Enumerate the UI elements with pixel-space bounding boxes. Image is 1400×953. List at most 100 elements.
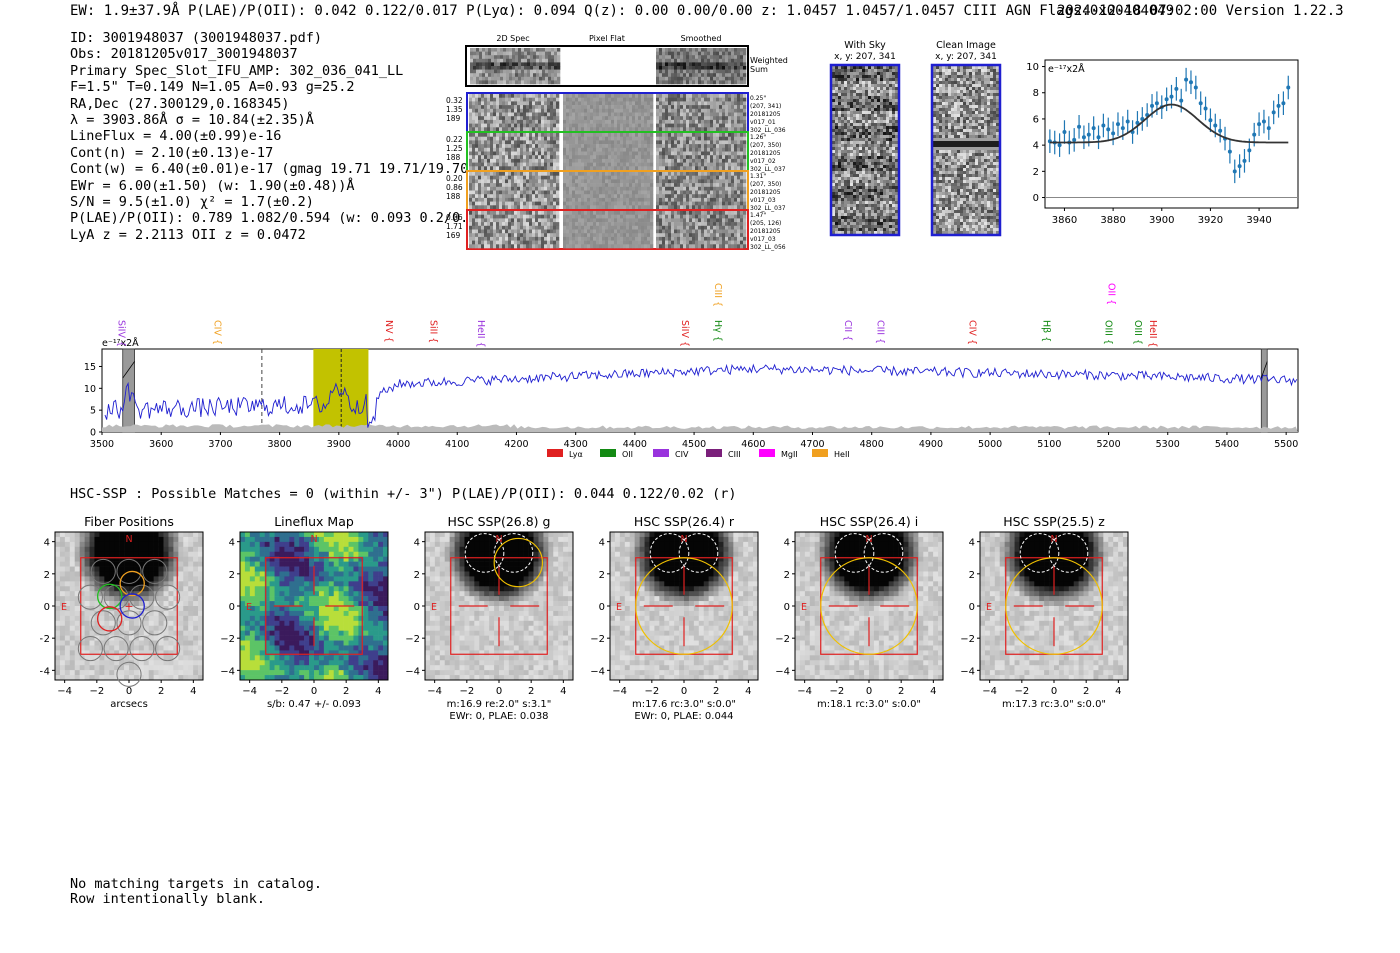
pixel <box>859 120 863 124</box>
pixel <box>692 166 696 171</box>
pixel <box>587 172 591 176</box>
pixel <box>626 108 630 113</box>
pixel <box>674 55 678 60</box>
pixel <box>659 140 663 145</box>
pixel <box>599 112 603 117</box>
pixel <box>650 101 654 106</box>
pixel <box>641 218 645 223</box>
pixel <box>497 51 501 56</box>
pixel <box>578 147 582 152</box>
pixel <box>632 101 636 106</box>
pixel <box>611 197 615 202</box>
pixel <box>547 186 551 191</box>
pixel <box>509 58 513 63</box>
pixel <box>862 78 866 82</box>
pixel <box>844 204 848 208</box>
pixel <box>704 66 708 70</box>
pixel <box>680 240 684 245</box>
pixel <box>638 183 642 188</box>
pixel <box>701 175 705 180</box>
cutout-row-info: 20181205 <box>750 150 781 157</box>
pixel <box>859 75 863 79</box>
pixel <box>647 136 651 141</box>
pixel <box>478 151 482 156</box>
pixel <box>478 101 482 106</box>
pixel <box>719 205 723 210</box>
pixel <box>517 194 521 199</box>
pixel <box>865 159 869 163</box>
pixel <box>856 66 860 70</box>
pixel <box>722 108 726 113</box>
pixel <box>502 101 506 106</box>
pixel <box>662 136 666 141</box>
pixel <box>665 222 669 227</box>
pixel <box>500 55 504 60</box>
pixel <box>500 66 504 70</box>
cutout-row-stat: 0.06 <box>446 213 463 222</box>
pixel <box>484 162 488 167</box>
pixel <box>514 136 518 141</box>
pixel <box>671 133 675 137</box>
pixel <box>859 207 863 211</box>
pixel <box>472 214 476 219</box>
pixel <box>502 127 506 132</box>
pixel <box>710 119 714 124</box>
pixel <box>737 194 741 199</box>
pixel <box>695 172 699 176</box>
pixel <box>832 111 836 115</box>
pixel <box>593 190 597 195</box>
pixel <box>617 214 621 219</box>
cutout-row-stat: 188 <box>446 153 461 162</box>
pixel <box>620 172 624 176</box>
pixel <box>668 222 672 227</box>
pixel <box>737 233 741 238</box>
pixel <box>499 205 503 210</box>
pixel <box>587 116 591 121</box>
pixel <box>502 233 506 238</box>
pixel <box>719 97 723 102</box>
pixel <box>481 105 485 110</box>
pixel <box>695 205 699 210</box>
pixel <box>529 97 533 102</box>
pixel <box>553 101 557 106</box>
pixel <box>578 194 582 199</box>
pixel <box>835 150 839 154</box>
pixel <box>533 76 537 81</box>
pixel <box>743 151 747 156</box>
pixel <box>602 233 606 238</box>
pixel <box>557 48 561 52</box>
pixel <box>599 127 603 132</box>
pixel <box>850 66 854 70</box>
pixel <box>502 119 506 124</box>
pixel <box>713 51 717 56</box>
pixel <box>838 78 842 82</box>
pixel <box>847 222 851 226</box>
pixel <box>566 108 570 113</box>
pixel <box>737 205 741 210</box>
pixel <box>626 144 630 149</box>
pixel <box>638 218 642 223</box>
pixel <box>556 133 560 137</box>
pixel <box>683 240 687 245</box>
pixel <box>623 240 627 245</box>
pixel <box>710 69 714 74</box>
pixel <box>557 66 561 70</box>
pixel <box>832 204 836 208</box>
pixel <box>587 166 591 171</box>
pixel <box>518 80 522 85</box>
pixel <box>644 162 648 167</box>
pixel <box>514 116 518 121</box>
pixel <box>638 229 642 234</box>
pixel <box>511 197 515 202</box>
pixel <box>689 190 693 195</box>
pixel <box>862 195 866 199</box>
pixel <box>683 190 687 195</box>
pixel <box>719 240 723 245</box>
pixel <box>472 151 476 156</box>
pixel <box>617 97 621 102</box>
pixel <box>677 151 681 156</box>
pixel <box>490 175 494 180</box>
pixel <box>659 194 663 199</box>
pixel <box>680 62 684 67</box>
pixel <box>575 222 579 227</box>
